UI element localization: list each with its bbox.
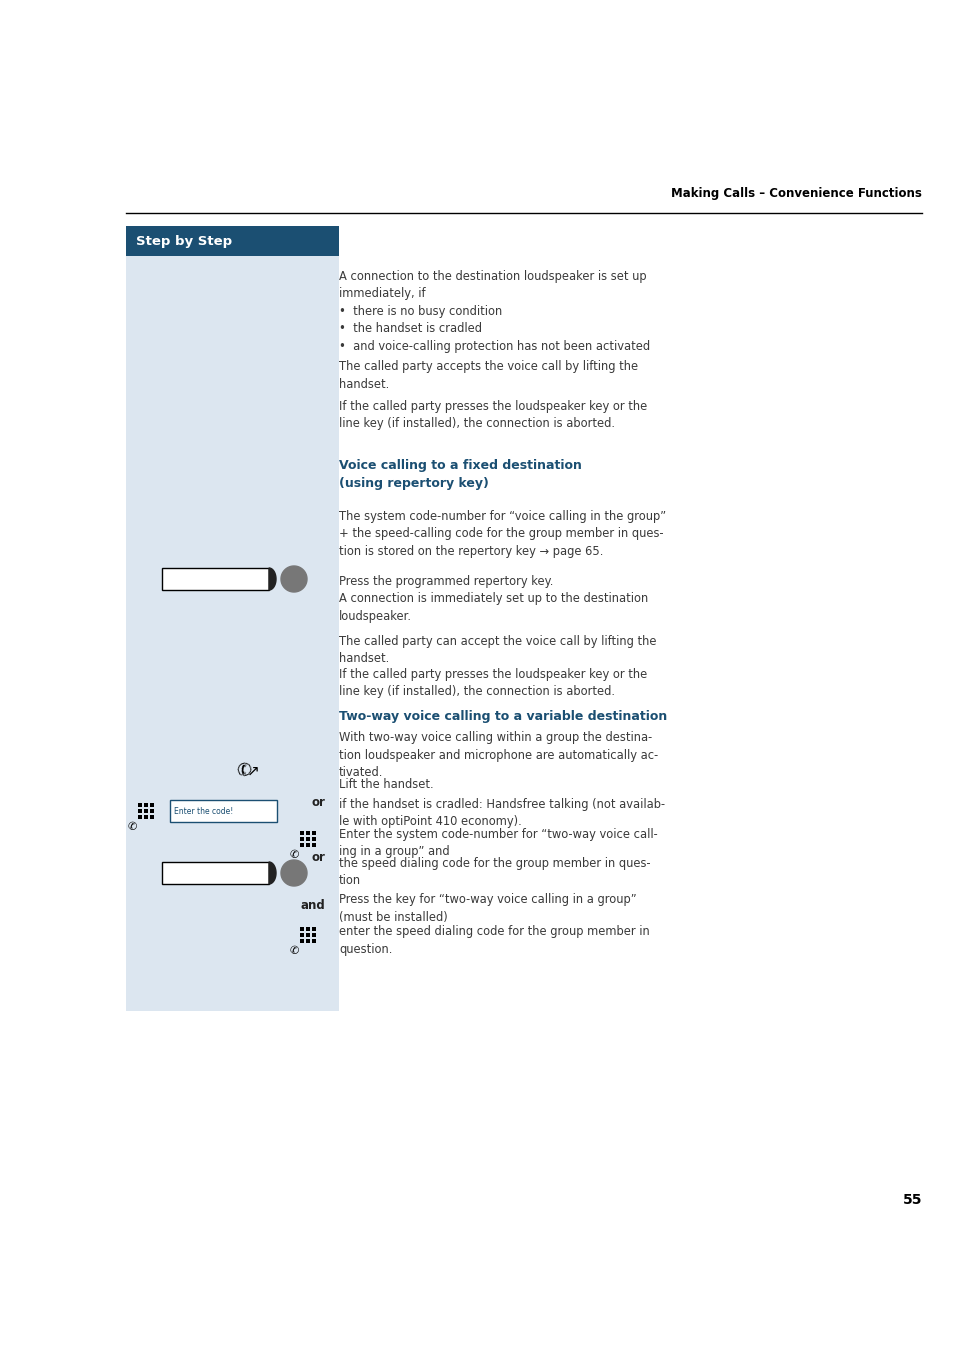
Text: ✆: ✆	[290, 850, 299, 861]
Text: the speed dialing code for the group member in ques-
tion: the speed dialing code for the group mem…	[338, 857, 650, 888]
Text: The called party accepts the voice call by lifting the
handset.: The called party accepts the voice call …	[338, 359, 638, 390]
Text: or: or	[311, 851, 325, 865]
Text: With two-way voice calling within a group the destina-
tion loudspeaker and micr: With two-way voice calling within a grou…	[338, 731, 658, 780]
Text: Press the key for “two-way voice calling in a group”
(must be installed): Press the key for “two-way voice calling…	[338, 893, 636, 924]
FancyBboxPatch shape	[126, 226, 338, 255]
Text: ✆: ✆	[290, 946, 299, 957]
Polygon shape	[281, 566, 307, 592]
FancyBboxPatch shape	[162, 567, 269, 590]
Polygon shape	[269, 862, 275, 884]
FancyBboxPatch shape	[162, 862, 269, 884]
Text: if the handset is cradled: Handsfree talking (not availab-
le with optiPoint 410: if the handset is cradled: Handsfree tal…	[338, 798, 664, 828]
Text: and: and	[300, 898, 325, 912]
Text: ↗: ↗	[247, 763, 259, 778]
Text: Voice calling to a fixed destination
(using repertory key): Voice calling to a fixed destination (us…	[338, 459, 581, 489]
Text: or: or	[311, 796, 325, 809]
Text: ✆: ✆	[234, 761, 254, 782]
Text: The system code-number for “voice calling in the group”
+ the speed-calling code: The system code-number for “voice callin…	[338, 509, 665, 558]
Text: The called party can accept the voice call by lifting the
handset.: The called party can accept the voice ca…	[338, 635, 656, 666]
Text: Enter the system code-number for “two-way voice call-
ing in a group” and: Enter the system code-number for “two-wa…	[338, 828, 657, 858]
Text: 55: 55	[902, 1193, 921, 1206]
FancyBboxPatch shape	[170, 800, 276, 821]
Text: If the called party presses the loudspeaker key or the
line key (if installed), : If the called party presses the loudspea…	[338, 667, 646, 698]
FancyBboxPatch shape	[126, 255, 338, 1011]
Text: If the called party presses the loudspeaker key or the
line key (if installed), : If the called party presses the loudspea…	[338, 400, 646, 431]
Text: enter the speed dialing code for the group member in
question.: enter the speed dialing code for the gro…	[338, 925, 649, 955]
Polygon shape	[269, 567, 275, 590]
Text: Making Calls – Convenience Functions: Making Calls – Convenience Functions	[670, 186, 921, 200]
Text: Press the programmed repertory key.
A connection is immediately set up to the de: Press the programmed repertory key. A co…	[338, 576, 648, 623]
Text: Enter the code!: Enter the code!	[173, 807, 233, 816]
Text: Two-way voice calling to a variable destination: Two-way voice calling to a variable dest…	[338, 711, 666, 723]
Text: Step by Step: Step by Step	[135, 235, 232, 247]
Text: Lift the handset.: Lift the handset.	[338, 778, 434, 790]
Text: A connection to the destination loudspeaker is set up
immediately, if
•  there i: A connection to the destination loudspea…	[338, 270, 649, 353]
Text: ✆: ✆	[128, 821, 137, 832]
Polygon shape	[281, 861, 307, 886]
